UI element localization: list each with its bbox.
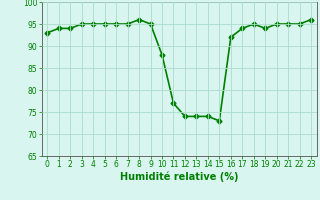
X-axis label: Humidité relative (%): Humidité relative (%) [120,172,238,182]
